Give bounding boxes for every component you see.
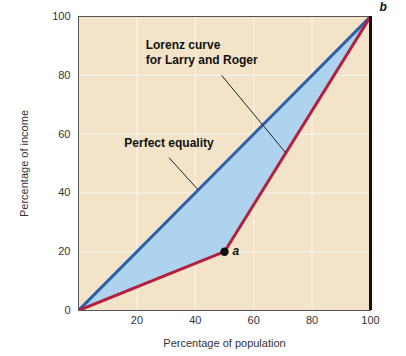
svg-text:100: 100 <box>52 10 70 22</box>
svg-text:Lorenz curvefor Larry and Roge: Lorenz curvefor Larry and Roger <box>146 38 258 66</box>
svg-text:0: 0 <box>64 304 70 316</box>
svg-text:40: 40 <box>58 186 70 198</box>
svg-text:20: 20 <box>131 314 143 326</box>
svg-text:60: 60 <box>58 128 70 140</box>
svg-text:100: 100 <box>361 314 379 326</box>
svg-text:Percentage of population: Percentage of population <box>163 337 285 349</box>
svg-text:80: 80 <box>306 314 318 326</box>
svg-text:40: 40 <box>189 314 201 326</box>
svg-text:Percentage of income: Percentage of income <box>18 110 30 217</box>
svg-text:Perfect equality: Perfect equality <box>124 136 214 150</box>
svg-text:b: b <box>380 0 387 14</box>
svg-text:20: 20 <box>58 245 70 257</box>
svg-text:80: 80 <box>58 69 70 81</box>
svg-text:60: 60 <box>248 314 260 326</box>
svg-text:a: a <box>233 244 240 258</box>
